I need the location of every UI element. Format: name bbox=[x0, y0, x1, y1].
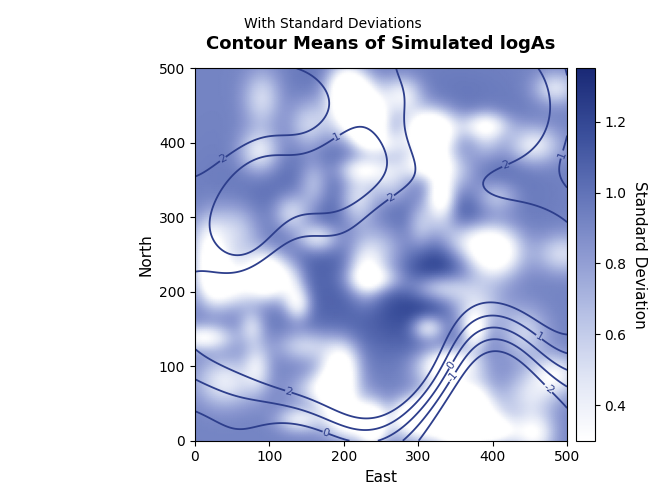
Text: With Standard Deviations: With Standard Deviations bbox=[244, 18, 422, 32]
Text: 1: 1 bbox=[556, 150, 568, 160]
Text: 1: 1 bbox=[533, 331, 545, 343]
Text: 2: 2 bbox=[500, 160, 510, 172]
Text: 0: 0 bbox=[445, 360, 457, 371]
Text: -2: -2 bbox=[541, 381, 556, 396]
Text: 2: 2 bbox=[386, 192, 396, 203]
Text: 2: 2 bbox=[217, 153, 228, 165]
Text: 2: 2 bbox=[284, 386, 293, 397]
Text: 0: 0 bbox=[321, 427, 330, 438]
Text: 1: 1 bbox=[332, 130, 342, 142]
X-axis label: East: East bbox=[364, 470, 398, 485]
Title: Contour Means of Simulated logAs: Contour Means of Simulated logAs bbox=[206, 35, 555, 53]
Y-axis label: North: North bbox=[138, 233, 153, 276]
Y-axis label: Standard Deviation: Standard Deviation bbox=[632, 180, 647, 328]
Text: -1: -1 bbox=[445, 370, 460, 384]
